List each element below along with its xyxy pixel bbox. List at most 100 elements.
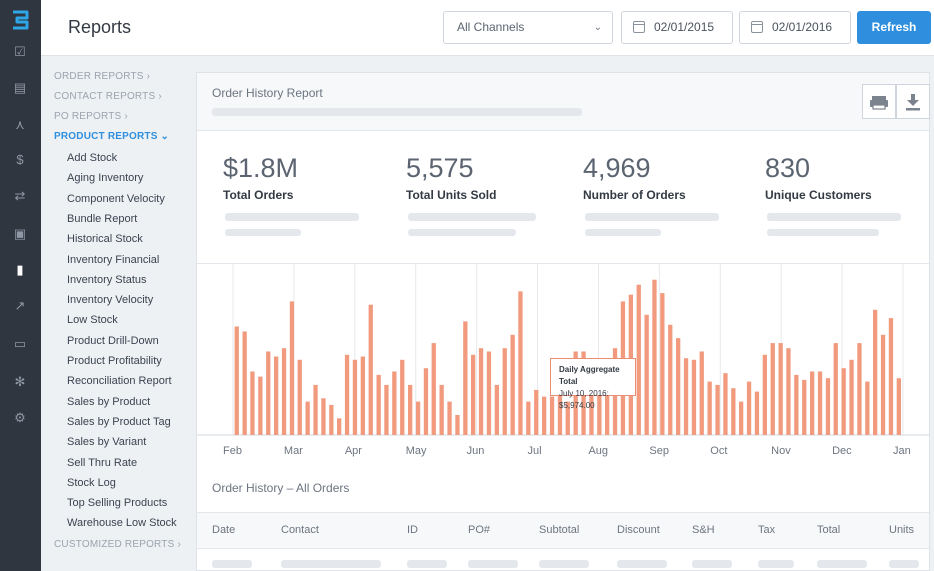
chart-bar[interactable] [439,384,444,435]
chart-bar[interactable] [392,371,397,436]
chart-bar[interactable] [431,343,436,435]
gear-icon[interactable]: ⚙ [14,410,26,425]
chart-bar[interactable] [746,381,752,435]
chart-bar[interactable] [723,373,728,435]
chart-bar[interactable] [896,378,901,435]
sidebar-item-add-stock[interactable]: Add Stock [67,152,118,164]
chart-bar[interactable] [352,359,358,435]
chart-bar[interactable] [234,326,239,436]
chart-bar[interactable] [376,374,381,435]
sidebar-item-product-profitability[interactable]: Product Profitability [67,355,162,367]
col-total[interactable]: Total [817,524,841,536]
chart-bar[interactable] [597,384,602,435]
chart-bar[interactable] [360,356,365,436]
chart-bar[interactable] [660,293,665,435]
chart-bar[interactable] [297,359,302,435]
chart-bar[interactable] [652,279,657,435]
col-subtotal[interactable]: Subtotal [539,524,580,536]
chart-bar[interactable] [408,384,413,435]
chart-bar[interactable] [415,401,421,435]
trend-icon[interactable]: ↗ [14,298,26,313]
sidebar-item-sales-by-product-tag[interactable]: Sales by Product Tag [67,415,171,428]
chart-bar[interactable] [384,384,389,435]
col-date[interactable]: Date [212,524,236,536]
sidebar-item-reconciliation-report[interactable]: Reconciliation Report [67,375,172,388]
chart-bar[interactable] [833,343,838,435]
chart-bar[interactable] [305,401,310,435]
chart-bar[interactable] [794,374,799,435]
chart-bar[interactable] [802,379,807,435]
chart-bar[interactable] [463,321,468,435]
chart-bar[interactable] [683,358,689,435]
nav-order-reports[interactable]: ORDER REPORTS › [54,71,151,82]
col-tax[interactable]: Tax [758,524,776,536]
chart-bar[interactable] [510,334,515,435]
chart-bar[interactable] [368,304,373,435]
clipboard-icon[interactable]: ▣ [13,226,27,241]
chart-bar[interactable] [770,343,775,435]
chart-bar[interactable] [857,343,862,435]
chart-bar[interactable] [605,368,610,435]
chart-bar[interactable] [258,376,263,435]
sidebar-item-product-drill-down[interactable]: Product Drill-Down [67,334,159,347]
sidebar-item-inventory-velocity[interactable]: Inventory Velocity [67,294,154,307]
date-to-input[interactable]: 02/01/2016 [739,11,851,44]
chart-bar[interactable] [676,338,681,435]
col-sh[interactable]: S&H [692,524,715,536]
sidebar-item-low-stock[interactable]: Low Stock [67,314,118,327]
chart-bar[interactable] [400,359,405,435]
chart-bar[interactable] [739,401,744,435]
chart-bar[interactable] [636,284,641,435]
chart-bar[interactable] [699,351,704,436]
chart-bar[interactable] [250,371,255,436]
chart-bar[interactable] [668,324,673,435]
notes-icon[interactable]: ▤ [13,80,27,95]
users-icon[interactable]: ✻ [14,374,26,389]
chart-bar[interactable] [565,401,570,435]
chart-bar[interactable] [478,348,484,435]
chart-bar[interactable] [873,309,878,436]
sidebar-item-sell-thru-rate[interactable]: Sell Thru Rate [67,456,138,469]
bar-chart-icon[interactable]: ▮ [16,262,24,277]
chart-bar[interactable] [849,359,854,435]
chart-bar[interactable] [754,391,760,435]
chart-bar[interactable] [589,384,594,435]
date-from-input[interactable]: 02/01/2015 [621,11,733,44]
chart-bar[interactable] [486,351,492,436]
chart-bar[interactable] [865,381,870,435]
chart-bar[interactable] [242,331,247,436]
chart-bar[interactable] [549,396,555,435]
download-button[interactable] [896,84,930,119]
chart-bar[interactable] [778,343,783,435]
chart-bar[interactable] [810,371,815,436]
chart-bar[interactable] [266,351,271,436]
sidebar-item-sales-by-variant[interactable]: Sales by Variant [67,436,147,449]
chart-bar[interactable] [447,401,452,435]
chart-bar[interactable] [715,384,720,435]
chart-bar[interactable] [344,354,350,435]
chart-bar[interactable] [281,348,287,435]
sidebar-item-historical-stock[interactable]: Historical Stock [67,233,143,246]
chart-bar[interactable] [337,418,342,435]
refresh-button[interactable]: Refresh [857,11,931,44]
transfer-icon[interactable]: ⇄ [14,188,26,203]
chart-bar[interactable] [557,388,563,435]
dollar-icon[interactable]: $ [16,152,24,167]
chart-bar[interactable] [526,401,531,435]
col-contact[interactable]: Contact [281,524,319,536]
nav-po-reports[interactable]: PO REPORTS › [54,111,128,122]
chart-bar[interactable] [880,334,886,435]
sidebar-item-stock-log[interactable]: Stock Log [67,476,116,489]
sidebar-item-inventory-status[interactable]: Inventory Status [67,273,147,286]
chart-bar[interactable] [423,368,429,435]
sidebar-item-aging-inventory[interactable]: Aging Inventory [67,172,144,185]
sidebar-item-sales-by-product[interactable]: Sales by Product [67,395,151,408]
chart-bar[interactable] [494,384,499,435]
chart-bar[interactable] [274,356,279,436]
chart-bar[interactable] [888,318,894,435]
chart-bar[interactable] [289,301,295,435]
sidebar-item-bundle-report[interactable]: Bundle Report [67,212,138,225]
chart-bar[interactable] [841,368,846,435]
channel-select[interactable]: All Channels ⌄ [443,11,613,44]
chart-bar[interactable] [518,291,523,435]
